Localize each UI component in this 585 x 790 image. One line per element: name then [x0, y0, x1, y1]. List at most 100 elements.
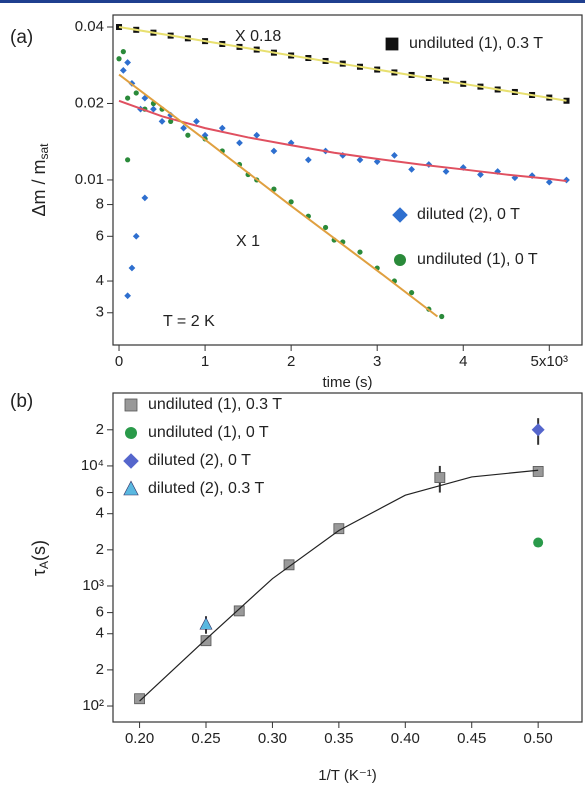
marker [141, 194, 149, 202]
legend-label: diluted (2), 0 T [417, 206, 520, 223]
legend-label: diluted (2), 0.3 T [148, 480, 264, 497]
marker [124, 59, 132, 66]
marker [533, 537, 544, 548]
y-tick-label: 10³ [82, 577, 104, 594]
marker [434, 472, 446, 483]
x-tick-label: 0.30 [258, 730, 287, 747]
legend-label: undiluted (1), 0 T [148, 424, 269, 441]
marker [253, 131, 261, 139]
x-tick-label: 2 [287, 353, 295, 370]
x-tick-label: 5x10³ [531, 353, 569, 370]
y-tick-label: 2 [96, 541, 104, 558]
y-axis-label-sub: sat [37, 143, 51, 160]
marker [270, 147, 278, 155]
marker [119, 66, 127, 74]
marker [158, 118, 166, 125]
fit-line [118, 73, 439, 318]
marker [193, 118, 200, 125]
y-axis-label: τA(s) [29, 540, 51, 576]
fit-line [118, 26, 567, 102]
y-axis-label: Δm / msat [29, 143, 51, 217]
marker [288, 199, 294, 205]
x-tick-label: 4 [459, 353, 467, 370]
legend-marker [394, 254, 406, 266]
marker [236, 139, 243, 147]
marker [132, 232, 140, 240]
marker [218, 124, 226, 132]
marker [304, 156, 312, 164]
y-tick-label: 2 [96, 421, 104, 438]
y-tick-label: 10² [82, 697, 104, 714]
x-tick-label: 0.25 [191, 730, 220, 747]
y-axis-label-main: Δm / m [29, 160, 49, 217]
y-tick-label: 4 [96, 505, 104, 522]
marker [283, 559, 295, 571]
y-tick-label: 0.01 [75, 171, 104, 188]
y-axis-label-sub: A [37, 561, 51, 569]
marker [201, 131, 209, 139]
x-tick-label: 0.20 [125, 730, 154, 747]
marker [124, 292, 132, 300]
annotation: X 0.18 [235, 28, 281, 45]
legend-label: diluted (2), 0 T [148, 452, 251, 469]
marker [477, 171, 484, 178]
annotation: T = 2 K [163, 313, 215, 330]
legend-marker [385, 37, 399, 51]
y-tick-label: 4 [96, 625, 104, 642]
marker [185, 132, 191, 138]
marker [134, 693, 145, 705]
legend-marker [124, 398, 138, 412]
marker [391, 151, 398, 159]
x-axis-label: 1/T (K⁻¹) [318, 767, 376, 784]
panel-label: (a) [10, 27, 33, 48]
marker [532, 466, 544, 477]
panel-label: (b) [10, 391, 33, 412]
legend-label: undiluted (1), 0.3 T [148, 396, 282, 413]
annotation: X 1 [236, 233, 260, 250]
x-axis-label: time (s) [323, 374, 373, 391]
fit-line [139, 469, 539, 702]
x-tick-label: 0.45 [457, 730, 486, 747]
legend-label: undiluted (1), 0.3 T [409, 35, 543, 52]
y-tick-label: 4 [96, 272, 104, 289]
y-axis-label-suffix: (s) [29, 540, 49, 561]
marker [322, 224, 329, 231]
x-tick-label: 3 [373, 353, 381, 370]
y-tick-label: 0.02 [75, 94, 104, 111]
marker [409, 290, 415, 296]
y-tick-label: 8 [96, 196, 104, 213]
marker [199, 617, 213, 630]
marker [531, 423, 545, 437]
legend-marker [123, 453, 139, 469]
y-tick-label: 6 [96, 604, 104, 621]
x-tick-label: 0.40 [391, 730, 420, 747]
y-tick-label: 6 [96, 484, 104, 501]
x-tick-label: 0.50 [524, 730, 553, 747]
marker [333, 523, 345, 535]
marker [408, 166, 415, 173]
y-tick-label: 6 [96, 227, 104, 244]
y-tick-label: 10⁴ [81, 457, 104, 474]
x-tick-label: 0 [115, 353, 123, 370]
marker [439, 313, 445, 320]
marker [200, 635, 212, 647]
y-tick-label: 3 [96, 304, 104, 321]
marker [150, 105, 157, 113]
marker [168, 118, 174, 125]
marker [116, 56, 122, 62]
x-tick-label: 1 [201, 353, 209, 370]
plot-frame [112, 392, 583, 723]
top-bar [0, 0, 585, 3]
marker [356, 156, 364, 164]
marker [233, 605, 245, 617]
legend-marker [123, 480, 139, 496]
marker [120, 49, 126, 55]
y-tick-label: 2 [96, 661, 104, 678]
marker [442, 168, 450, 175]
marker [125, 95, 131, 101]
marker [357, 249, 363, 255]
marker [128, 264, 136, 272]
marker [180, 124, 187, 132]
y-tick-label: 0.04 [75, 18, 104, 35]
